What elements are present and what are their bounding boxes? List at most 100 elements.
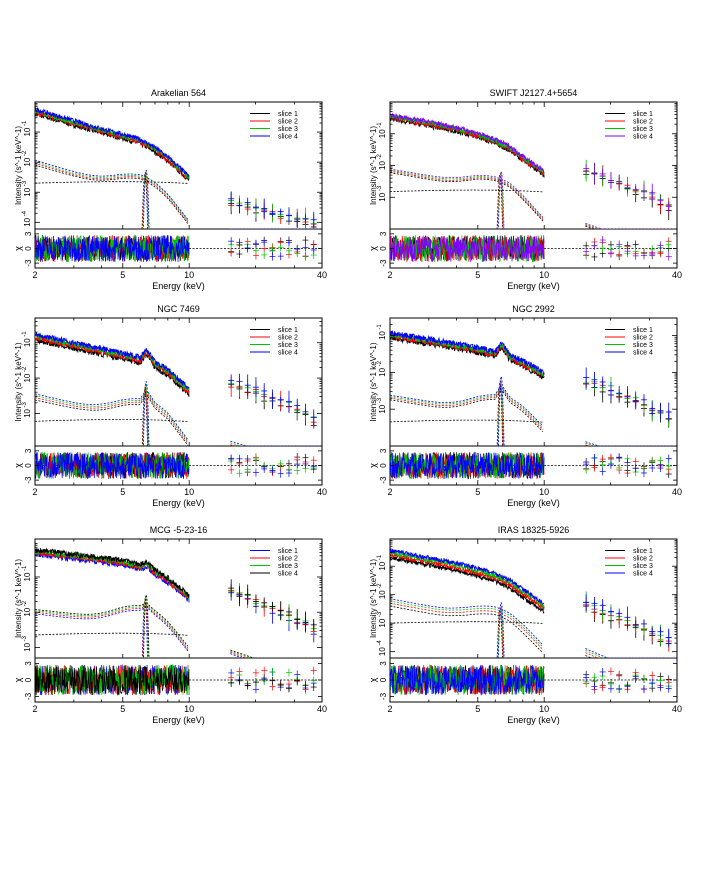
fe-line-slice-4 bbox=[142, 170, 150, 229]
y-tick-label: 10-1 bbox=[22, 120, 32, 136]
residual-tick-text: 3 bbox=[24, 448, 33, 453]
residual-axis-label: χ bbox=[13, 246, 23, 251]
y-tick-label: 10-4 bbox=[377, 640, 387, 656]
y-tick-label: 10-3 bbox=[377, 397, 387, 413]
spectrum-slice-4 bbox=[390, 329, 545, 375]
model-curve-slice-1 bbox=[35, 164, 321, 229]
residual-tick-text: 3 bbox=[379, 661, 388, 666]
legend-entry: slice 3 bbox=[278, 342, 298, 349]
residual-tick-text: -3 bbox=[24, 476, 33, 484]
model-curve-slice-2 bbox=[35, 605, 321, 658]
legend-entry: slice 3 bbox=[633, 342, 653, 349]
y-tick-label: 10-3 bbox=[22, 635, 32, 651]
y-tick-label: 10-2 bbox=[377, 583, 387, 599]
y-tick-label: 10-3 bbox=[377, 185, 387, 201]
continuum-model-curve bbox=[390, 189, 543, 193]
y-tick-base: 10 bbox=[23, 373, 32, 382]
residual-tick-label: -3 bbox=[379, 692, 388, 700]
residual-axis-label: χ bbox=[13, 677, 23, 682]
model-curve-slice-2 bbox=[390, 388, 676, 446]
y-axis-ticks: 10-110-210-3 bbox=[377, 324, 677, 414]
y-tick-exponent: -1 bbox=[377, 122, 383, 128]
residual-tick-label: 0 bbox=[24, 246, 33, 251]
y-tick-base: 10 bbox=[23, 338, 32, 347]
residual-ticks: 3 0 -3 bbox=[379, 448, 677, 484]
residual-tick-text: 0 bbox=[379, 463, 388, 468]
y-tick-base: 10 bbox=[378, 561, 387, 570]
residual-slice-4 bbox=[35, 452, 190, 479]
residual-tick-label: 3 bbox=[24, 661, 33, 666]
x-tick-label: 5 bbox=[475, 487, 480, 497]
model-components bbox=[390, 598, 676, 658]
y-axis-label: Intensity (s^-1 keV^-1) bbox=[14, 342, 23, 421]
spectrum-slice-4 bbox=[35, 106, 190, 178]
model-curve-slice-4 bbox=[35, 390, 321, 446]
legend-entry: slice 3 bbox=[278, 126, 298, 133]
x-tick-label: 40 bbox=[317, 487, 327, 497]
y-tick-exponent: -3 bbox=[22, 635, 28, 641]
spectra bbox=[390, 112, 672, 220]
y-tick-exponent: -4 bbox=[377, 640, 383, 646]
y-axis-label-text: Intensity (s^-1 keV^-1) bbox=[14, 126, 23, 205]
model-components bbox=[390, 168, 676, 229]
y-tick-label: 10-3 bbox=[22, 180, 32, 196]
y-tick-exponent: -2 bbox=[22, 150, 28, 156]
residual-tick-text: -3 bbox=[379, 259, 388, 267]
residual-tick-label: 3 bbox=[24, 448, 33, 453]
residual-tick-label: 3 bbox=[379, 231, 388, 236]
y-tick-base: 10 bbox=[378, 367, 387, 376]
residual-tick-text: 0 bbox=[24, 463, 33, 468]
residual-axis-label: χ bbox=[368, 246, 378, 251]
y-tick-exponent: -1 bbox=[22, 331, 28, 337]
residual-slice-4 bbox=[35, 664, 190, 696]
hard-band-points-slice-4 bbox=[583, 594, 672, 647]
residual-tick-text: -3 bbox=[379, 692, 388, 700]
continuum-model-curve bbox=[390, 621, 543, 624]
model-curve-slice-2 bbox=[390, 170, 676, 229]
y-tick-exponent: -3 bbox=[22, 180, 28, 186]
model-components bbox=[35, 381, 321, 446]
model-curve-slice-1 bbox=[390, 605, 676, 658]
y-tick-base: 10 bbox=[23, 157, 32, 166]
spectrum-slice-2 bbox=[390, 551, 545, 610]
residuals bbox=[35, 451, 322, 480]
hard-band-residuals-slice-4 bbox=[228, 674, 317, 693]
x-axis-ticks: 2 5 10 40 bbox=[387, 102, 682, 280]
y-tick-base: 10 bbox=[378, 404, 387, 413]
y-tick-exponent: -1 bbox=[377, 554, 383, 560]
legend-entry: slice 4 bbox=[633, 571, 653, 578]
residual-tick-text: -3 bbox=[24, 259, 33, 267]
x-axis-ticks: 2 5 10 40 bbox=[387, 539, 682, 714]
y-tick-label: 10-3 bbox=[377, 611, 387, 627]
model-curve-slice-3 bbox=[35, 161, 321, 229]
model-curve-slice-4 bbox=[390, 598, 676, 658]
fe-line-slice-4 bbox=[497, 602, 505, 658]
spectrum-slice-2 bbox=[35, 335, 190, 394]
residual-tick-label: 0 bbox=[379, 463, 388, 468]
legend-entry: slice 2 bbox=[633, 119, 653, 126]
spectrum-slice-3 bbox=[390, 331, 545, 377]
x-tick-label: 2 bbox=[32, 704, 37, 714]
hard-band-points-slice-4 bbox=[228, 579, 317, 633]
residual-tick-label: 3 bbox=[379, 448, 388, 453]
residual-slice-4 bbox=[390, 451, 545, 479]
x-axis-ticks: 2 5 10 40 bbox=[32, 318, 327, 497]
x-tick-label: 2 bbox=[32, 487, 37, 497]
legend-entry: slice 3 bbox=[633, 563, 653, 570]
residual-tick-label: -3 bbox=[24, 692, 33, 700]
y-tick-exponent: -1 bbox=[22, 120, 28, 126]
y-tick-base: 10 bbox=[23, 607, 32, 616]
x-tick-label: 5 bbox=[475, 270, 480, 280]
chart-title: MCG -5-23-16 bbox=[150, 525, 208, 535]
legend-entry: slice 4 bbox=[278, 134, 298, 141]
model-components bbox=[35, 594, 321, 658]
x-axis-ticks: 2 5 10 40 bbox=[387, 318, 682, 497]
y-axis-label: Intensity (s^-1 keV^-1) bbox=[369, 559, 378, 638]
residual-tick-label: -3 bbox=[24, 476, 33, 484]
residual-tick-text: 0 bbox=[24, 246, 33, 251]
